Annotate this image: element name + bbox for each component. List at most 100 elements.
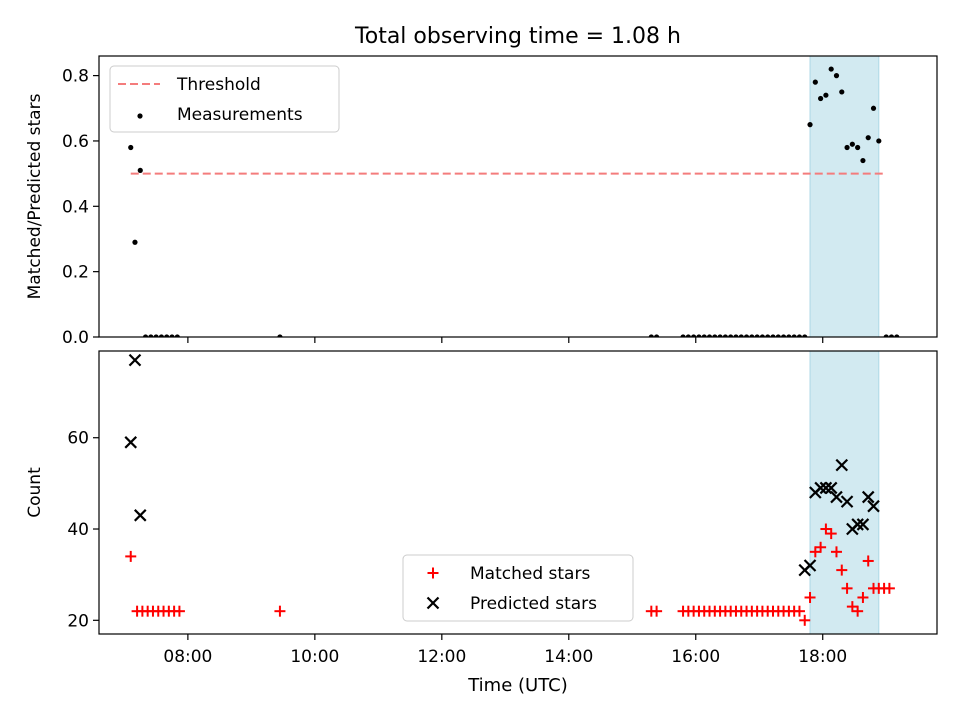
x-tick-label: 08:00 [163,647,212,667]
data-point [803,559,817,572]
data-point [754,334,760,337]
data-point [867,499,880,513]
data-point [835,458,849,472]
data-point [796,334,803,337]
y-tick-label: 0.6 [62,132,89,152]
data-point [132,239,138,245]
x-tick-label: 16:00 [671,647,720,667]
legend: Matched stars Predicted stars [402,554,634,622]
legend-box [109,65,340,133]
y-axis-label: Matched/Predicted stars [25,93,45,299]
y-tick-label: 0.8 [62,67,89,87]
data-point [749,334,755,337]
data-point [124,436,138,449]
data-point [849,141,855,147]
plot-area [128,56,900,337]
chart-title: Total observing time = 1.08 h [354,24,681,49]
data-point [855,144,861,151]
data-point [706,334,713,337]
plot-frame [98,55,938,338]
data-point [743,334,750,337]
data-point [712,334,718,337]
y-axis-label: Count [25,467,45,518]
data-point [174,334,180,337]
data-point [685,334,691,337]
data-point [780,334,787,337]
data-point [823,92,829,98]
data-point [865,135,871,141]
data-point [733,334,739,337]
data-point [894,334,900,337]
legend: Threshold Measurements [109,65,340,133]
data-point [824,481,838,495]
data-point [173,605,185,617]
data-point [860,157,866,164]
data-point [133,509,147,522]
legend-label: Measurements [177,105,303,125]
data-point [277,334,283,337]
series-predicted-stars [124,353,880,577]
data-point [701,334,707,337]
data-point [738,334,744,337]
data-point [648,334,654,337]
legend-marker [137,113,143,119]
data-point [728,334,734,337]
data-point [654,334,660,337]
data-point [125,550,137,562]
data-point [775,334,781,337]
legend-box [402,554,634,622]
data-point [799,614,811,626]
data-point [883,582,895,594]
panel-ratio: 0.0 0.2 0.4 0.6 0.8 Matched/Predicted stars Th… [25,55,938,348]
data-point [680,334,686,337]
data-point [722,334,728,337]
data-point [819,481,833,495]
data-point [807,122,813,128]
data-point [833,73,840,79]
data-point [128,144,134,151]
data-point [793,605,805,617]
data-point [804,591,816,603]
panel-count: 20 40 60 Count 08:00 10:00 12:00 14:00 16:00 18:0… [25,350,938,667]
data-point [164,334,170,337]
legend-marker [426,596,440,610]
data-point [137,167,143,173]
series-matched-stars [125,523,895,626]
data-point [815,541,827,553]
data-point [839,89,845,95]
data-point [888,334,895,337]
data-point [812,79,818,85]
plot-frame [98,350,938,635]
data-point [128,353,142,367]
data-point [883,334,889,337]
data-point [841,582,853,594]
data-point [274,605,286,617]
x-axis-label: Time (UTC) [467,675,568,696]
data-point [759,334,766,337]
x-tick-label: 10:00 [290,647,339,667]
y-tick-label: 0.4 [62,197,89,217]
data-point [791,334,797,337]
y-tick-label: 60 [67,429,89,449]
data-point [830,490,843,504]
data-point [651,605,663,617]
data-point [691,334,697,337]
data-point [870,105,877,111]
x-tick-label: 14:00 [544,647,593,667]
data-point [153,334,159,337]
y-tick-label: 0.0 [62,328,89,348]
data-point [818,95,824,102]
data-point [786,334,792,337]
y-tick-label: 40 [67,520,89,540]
series-measurements [128,66,900,337]
legend-label: Matched stars [470,564,590,584]
data-point [802,334,808,337]
data-point [862,555,874,567]
y-tick-label: 20 [67,611,89,631]
data-point [857,591,869,603]
x-tick-label: 12:00 [417,647,466,667]
y-tick-label: 0.2 [62,263,89,283]
data-point [876,138,882,144]
data-point [836,564,848,576]
